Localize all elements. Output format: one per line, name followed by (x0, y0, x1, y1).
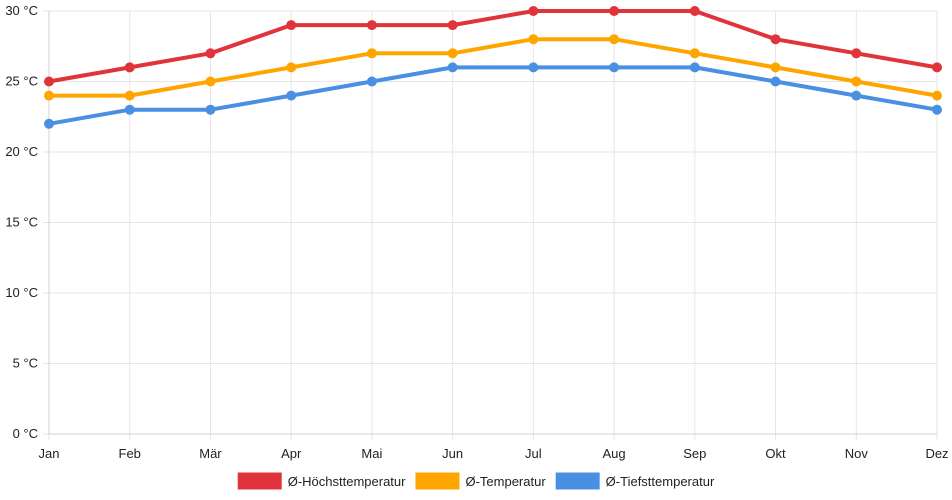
data-point[interactable] (851, 76, 862, 87)
x-tick-label: Feb (119, 446, 141, 461)
series-1 (44, 6, 942, 87)
data-point[interactable] (609, 6, 620, 16)
legend-swatch (555, 472, 600, 490)
data-point[interactable] (205, 104, 216, 115)
data-point[interactable] (609, 34, 620, 45)
x-tick-label: Aug (603, 446, 626, 461)
data-point[interactable] (447, 62, 458, 73)
data-point[interactable] (689, 62, 700, 73)
x-tick-label: Mai (361, 446, 382, 461)
data-point[interactable] (932, 90, 942, 101)
data-point[interactable] (770, 62, 781, 73)
series-lines (44, 6, 942, 129)
legend-label: Ø-Höchsttemperatur (288, 474, 406, 489)
x-tick-label: Okt (765, 446, 786, 461)
data-point[interactable] (366, 48, 377, 59)
data-point[interactable] (851, 48, 862, 59)
legend-item-1[interactable]: Ø-Höchsttemperatur (237, 472, 406, 490)
x-tick-label: Nov (845, 446, 869, 461)
x-tick-label: Jun (442, 446, 463, 461)
legend-swatch (415, 472, 460, 490)
axes: 0 °C 5 °C 10 °C 15 °C 20 °C 25 °C 30 °C Jan Feb M… (5, 3, 948, 461)
data-point[interactable] (528, 62, 539, 73)
x-tick-label: Jan (39, 446, 60, 461)
data-point[interactable] (124, 90, 135, 101)
y-tick-label: 30 °C (5, 3, 38, 18)
data-point[interactable] (851, 90, 862, 101)
data-point[interactable] (205, 48, 216, 59)
data-point[interactable] (44, 76, 54, 87)
x-tick-label: Jul (525, 446, 542, 461)
data-point[interactable] (44, 90, 54, 101)
data-point[interactable] (124, 104, 135, 115)
legend-label: Ø-Tiefsttemperatur (606, 474, 715, 489)
data-point[interactable] (447, 20, 458, 31)
data-point[interactable] (689, 6, 700, 16)
data-point[interactable] (124, 62, 135, 73)
legend-item-2[interactable]: Ø-Temperatur (415, 472, 546, 490)
data-point[interactable] (528, 6, 539, 16)
x-tick-label: Dez (925, 446, 948, 461)
x-tick-label: Mär (199, 446, 222, 461)
y-tick-label: 10 °C (5, 285, 38, 300)
data-point[interactable] (366, 76, 377, 87)
series-line (47, 65, 939, 126)
data-point[interactable] (932, 62, 942, 73)
series-3 (44, 62, 942, 129)
data-point[interactable] (932, 104, 942, 115)
y-tick-label: 0 °C (13, 426, 38, 441)
y-tick-label: 15 °C (5, 215, 38, 230)
legend-swatch (237, 472, 282, 490)
data-point[interactable] (528, 34, 539, 45)
series-2 (44, 34, 942, 101)
grid (43, 10, 938, 440)
legend: Ø-Höchsttemperatur Ø-Temperatur Ø-Tiefstte… (237, 472, 715, 490)
data-point[interactable] (689, 48, 700, 59)
series-line (47, 37, 939, 98)
legend-label: Ø-Temperatur (465, 474, 546, 489)
x-tick-label: Apr (281, 446, 302, 461)
data-point[interactable] (366, 20, 377, 31)
x-tick-label: Sep (683, 446, 706, 461)
data-point[interactable] (447, 48, 458, 59)
series-line (47, 9, 939, 84)
data-point[interactable] (286, 62, 297, 73)
data-point[interactable] (286, 90, 297, 101)
data-point[interactable] (286, 20, 297, 31)
legend-item-3[interactable]: Ø-Tiefsttemperatur (555, 472, 715, 490)
data-point[interactable] (205, 76, 216, 87)
y-tick-label: 5 °C (13, 356, 38, 371)
data-point[interactable] (770, 34, 781, 45)
data-point[interactable] (770, 76, 781, 87)
y-tick-label: 25 °C (5, 74, 38, 89)
data-point[interactable] (609, 62, 620, 73)
data-point[interactable] (44, 118, 54, 129)
y-tick-label: 20 °C (5, 144, 38, 159)
